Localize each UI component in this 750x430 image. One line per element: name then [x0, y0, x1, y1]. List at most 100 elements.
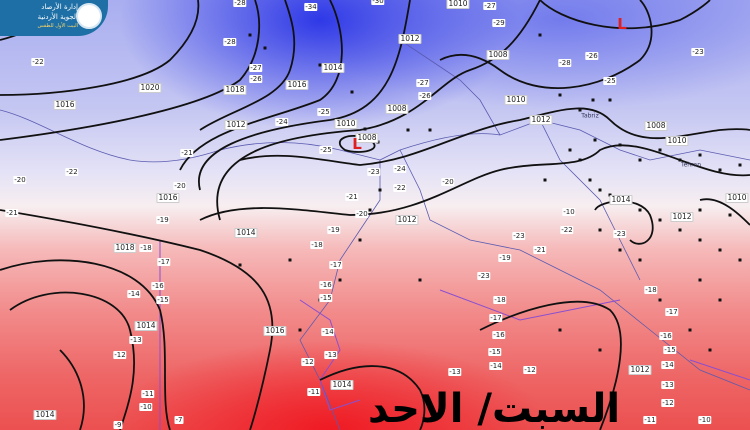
weather-station-dot [428, 128, 432, 132]
temperature-label: -23 [477, 272, 491, 280]
temperature-label: -10 [698, 416, 712, 424]
temperature-label: -15 [663, 346, 677, 354]
weather-station-dot [368, 208, 372, 212]
weather-station-dot [298, 328, 302, 332]
weather-station-dot [358, 238, 362, 242]
isobar-label: 1012 [395, 215, 419, 225]
weather-station-dot [708, 348, 712, 352]
weather-station-dot [678, 158, 682, 162]
temperature-label: -22 [560, 226, 574, 234]
temperature-label: -30 [371, 0, 385, 5]
temperature-label: -13 [661, 381, 675, 389]
temperature-label: -19 [156, 216, 170, 224]
weather-station-dot [638, 258, 642, 262]
weather-station-dot [318, 63, 322, 67]
temperature-label: -23 [691, 48, 705, 56]
temperature-label: -9 [113, 421, 123, 429]
temperature-label: -18 [310, 241, 324, 249]
city-label-tabriz: Tabriz [581, 112, 599, 120]
temperature-label: -7 [174, 416, 184, 424]
isobar-label: 1008 [486, 50, 510, 60]
temperature-label: -23 [512, 232, 526, 240]
low-pressure-marker: L [617, 15, 627, 33]
weather-station-dot [418, 278, 422, 282]
temperature-label: -28 [223, 38, 237, 46]
isobar-label: 1012 [398, 34, 422, 44]
isobar-label: 1008 [385, 104, 409, 114]
temperature-label: -16 [659, 332, 673, 340]
weather-station-dot [638, 158, 642, 162]
isobar-label: 1014 [321, 63, 345, 73]
temperature-label: -14 [127, 290, 141, 298]
weather-station-dot [718, 298, 722, 302]
isobar-label: 1012 [670, 212, 694, 222]
isobar-label: 1014 [33, 410, 57, 420]
weather-station-dot [598, 348, 602, 352]
temperature-label: -14 [489, 362, 503, 370]
weather-station-dot [658, 218, 662, 222]
isobar-label: 1016 [263, 326, 287, 336]
temperature-label: -14 [661, 361, 675, 369]
temperature-label: -13 [129, 336, 143, 344]
isobar-label: 1014 [134, 321, 158, 331]
weather-station-dot [578, 158, 582, 162]
weather-station-dot [658, 298, 662, 302]
weather-station-dot [558, 93, 562, 97]
temperature-label: -27 [249, 64, 263, 72]
temperature-label: -17 [329, 261, 343, 269]
isobar-label: 1020 [138, 83, 162, 93]
weather-station-dot [638, 208, 642, 212]
weather-station-dot [338, 278, 342, 282]
temperature-label: -23 [367, 168, 381, 176]
temperature-label: -14 [321, 328, 335, 336]
isobar-label: 1012 [529, 115, 553, 125]
temperature-label: -11 [307, 388, 321, 396]
temperature-label: -26 [249, 75, 263, 83]
weather-station-dot [608, 98, 612, 102]
temperature-label: -13 [448, 368, 462, 376]
weather-station-dot [406, 128, 410, 132]
temperature-label: -10 [562, 208, 576, 216]
temperature-label: -22 [31, 58, 45, 66]
weather-station-dot [618, 248, 622, 252]
weather-station-dot [593, 138, 597, 142]
temperature-label: -28 [558, 59, 572, 67]
temperature-label: -19 [498, 254, 512, 262]
weather-station-dot [718, 248, 722, 252]
isobar-label: 1014 [609, 195, 633, 205]
weather-station-dot [738, 258, 742, 262]
weather-station-dot [288, 258, 292, 262]
isobar-label: 1008 [355, 133, 379, 143]
weather-station-dot [578, 108, 582, 112]
weather-station-dot [698, 278, 702, 282]
temperature-label: -25 [603, 77, 617, 85]
forecast-days-caption: السبت/ الاحد [368, 386, 621, 430]
isobar-label: 1014 [234, 228, 258, 238]
temperature-label: -12 [113, 351, 127, 359]
logo: إدارة الأرصاد الجوية الأردنية البيت الأو… [0, 0, 108, 36]
weather-station-dot [378, 188, 382, 192]
temperature-label: -27 [416, 79, 430, 87]
weather-station-dot [698, 238, 702, 242]
temperature-label: -18 [644, 286, 658, 294]
weather-station-dot [678, 228, 682, 232]
temperature-label: -27 [483, 2, 497, 10]
weather-station-dot [558, 328, 562, 332]
temperature-label: -12 [523, 366, 537, 374]
temperature-label: -16 [319, 281, 333, 289]
temperature-label: -18 [493, 296, 507, 304]
temperature-label: -28 [233, 0, 247, 7]
temperature-label: -13 [324, 351, 338, 359]
isobar-label: 1012 [224, 120, 248, 130]
temperature-label: -15 [319, 294, 333, 302]
region-borders [159, 240, 750, 430]
logo-text-line1: إدارة الأرصاد [41, 3, 78, 11]
weather-station-dot [738, 163, 742, 167]
low-pressure-marker: L [352, 135, 362, 153]
temperature-label: -26 [585, 52, 599, 60]
isobar-label: 1018 [113, 243, 137, 253]
weather-station-dot [598, 188, 602, 192]
temperature-label: -17 [489, 314, 503, 322]
temperature-label: -25 [319, 146, 333, 154]
